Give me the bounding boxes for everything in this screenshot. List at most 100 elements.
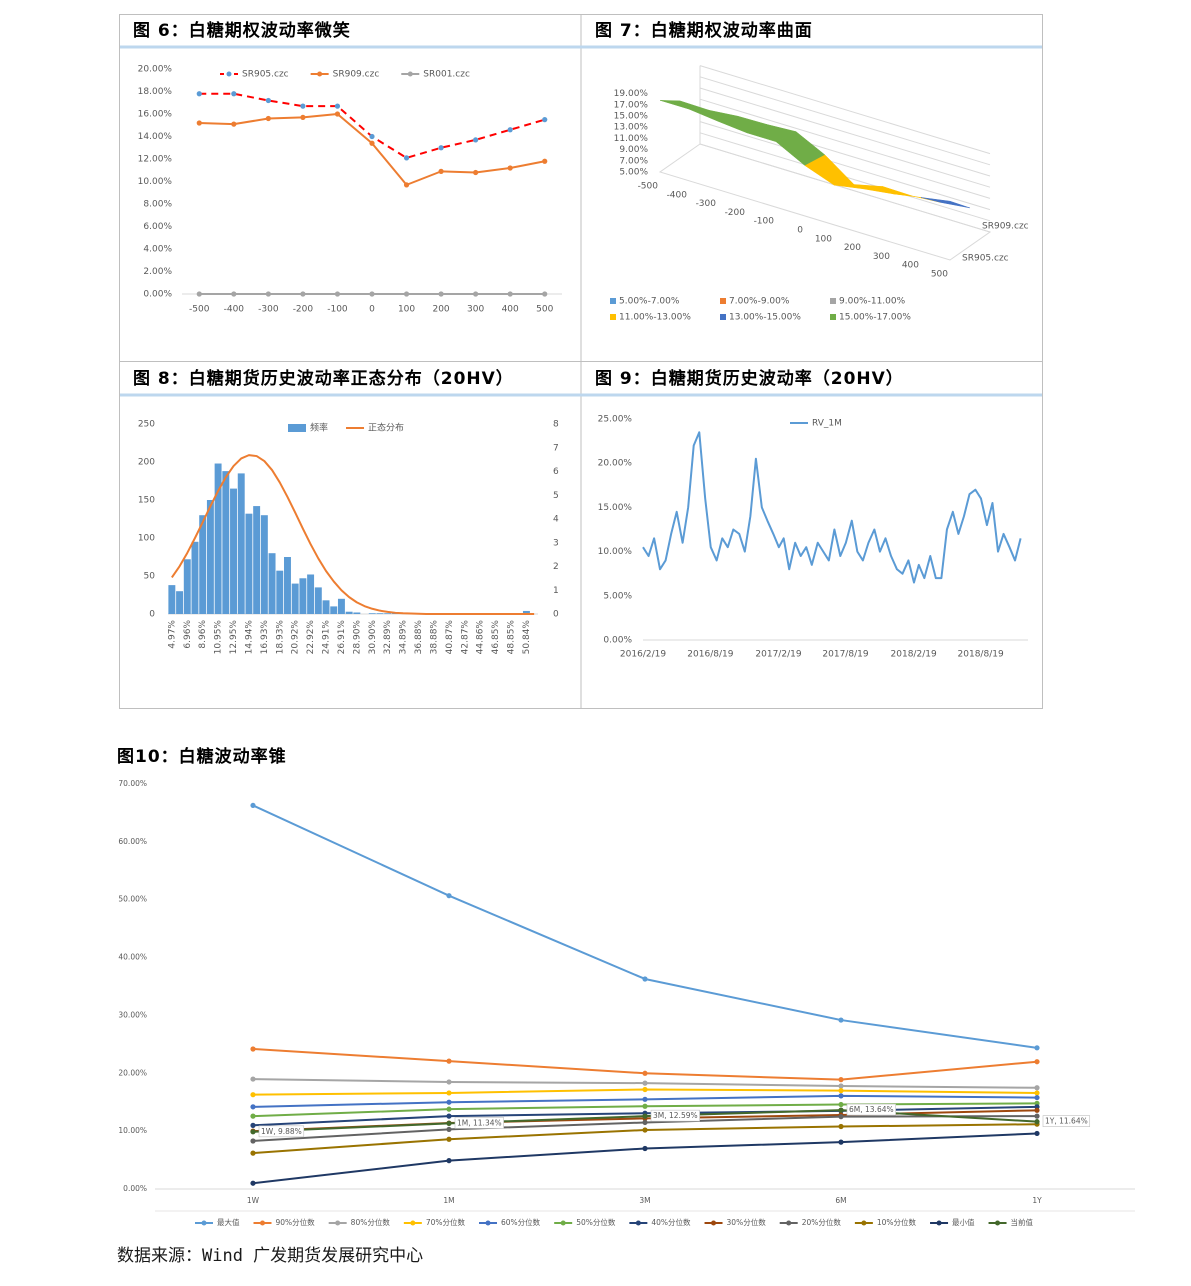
x-tick-label: 400 xyxy=(902,261,919,271)
marker xyxy=(446,1099,452,1105)
bar xyxy=(253,506,261,614)
legend-label: 20%分位数 xyxy=(802,1217,842,1227)
y-tick-label: 150 xyxy=(138,496,155,506)
marker xyxy=(300,114,306,120)
z-tick-label: 5.00% xyxy=(619,168,648,178)
x-tick-label: 100 xyxy=(815,234,832,244)
bar xyxy=(307,574,315,614)
z-tick-label: 11.00% xyxy=(614,134,649,144)
surface-patch xyxy=(862,186,913,197)
legend-label: 正态分布 xyxy=(368,422,404,434)
marker xyxy=(196,91,202,97)
y2-tick-label: 1 xyxy=(553,586,559,596)
marker xyxy=(446,1120,452,1126)
legend-marker xyxy=(407,71,413,77)
y-tick-label: 18.00% xyxy=(138,87,173,97)
marker xyxy=(507,165,513,171)
bar xyxy=(522,610,530,614)
x-tick-label: -400 xyxy=(667,190,688,200)
series-line xyxy=(171,454,535,615)
y-tick-label: 200 xyxy=(138,458,155,468)
data-label: 6M, 13.64% xyxy=(849,1105,894,1114)
x-tick-label: 2018/2/19 xyxy=(891,650,937,660)
legend-label: 40%分位数 xyxy=(651,1217,691,1227)
x-tick-label: 22.92% xyxy=(306,620,316,655)
marker xyxy=(507,291,513,297)
y-tick-label: 12.00% xyxy=(138,155,173,165)
x-tick-label: 1W xyxy=(247,1196,260,1205)
x-tick-label: 100 xyxy=(398,305,415,315)
z-tick-label: 17.00% xyxy=(614,100,649,110)
marker xyxy=(642,976,648,982)
surface-patch xyxy=(920,197,971,209)
bar xyxy=(199,515,207,614)
marker xyxy=(642,1113,648,1119)
legend-marker xyxy=(635,1220,641,1226)
x-tick-label: -300 xyxy=(696,199,717,209)
surface-patch xyxy=(659,100,710,111)
y-tick-label: 10.00% xyxy=(118,1126,147,1135)
marker xyxy=(838,1088,844,1094)
series-line xyxy=(199,113,545,186)
x-tick-label: 2018/8/19 xyxy=(958,650,1004,660)
series-line xyxy=(252,804,1038,1049)
y-tick-label: 250 xyxy=(138,420,155,430)
marker xyxy=(250,802,256,809)
bar xyxy=(183,559,191,614)
legend-marker xyxy=(317,71,323,77)
legend-marker xyxy=(936,1220,942,1226)
marker xyxy=(300,291,306,297)
marker xyxy=(250,1138,256,1144)
marker xyxy=(250,1122,256,1128)
marker xyxy=(265,97,271,104)
marker xyxy=(642,1145,648,1152)
y2-tick-label: 7 xyxy=(553,443,559,453)
legend-swatch xyxy=(830,314,836,320)
marker xyxy=(642,1103,648,1109)
x-tick-label: 500 xyxy=(536,305,553,315)
marker xyxy=(334,103,341,109)
x-tick-label: 48.85% xyxy=(507,620,517,655)
marker xyxy=(250,1076,256,1082)
legend-label: 11.00%-13.00% xyxy=(619,313,691,323)
legend-label: 7.00%-9.00% xyxy=(729,297,790,307)
bar xyxy=(330,606,338,614)
marker xyxy=(446,1090,452,1096)
legend-label: 13.00%-15.00% xyxy=(729,313,801,323)
marker xyxy=(838,1114,844,1120)
legend-marker xyxy=(201,1220,207,1226)
marker xyxy=(838,1107,844,1113)
x-tick-label: 6.96% xyxy=(183,620,193,649)
x-tick-label: 4.97% xyxy=(167,620,177,649)
marker xyxy=(1034,1130,1040,1137)
legend-label: SR001.czc xyxy=(423,70,470,80)
bar xyxy=(284,557,291,614)
bar xyxy=(299,578,307,614)
legend-label: 30%分位数 xyxy=(727,1217,767,1227)
y-tick-label: 20.00% xyxy=(598,459,633,469)
legend-swatch xyxy=(720,298,726,304)
y-tick-label: 0 xyxy=(149,610,155,620)
marker xyxy=(231,291,237,297)
bar xyxy=(268,553,276,614)
x-tick-label: 6M xyxy=(835,1196,846,1205)
y-tick-label: 8.00% xyxy=(143,200,172,210)
y2-tick-label: 6 xyxy=(553,467,559,477)
marker xyxy=(446,1079,452,1085)
series-axis-label: SR905.czc xyxy=(962,254,1009,264)
marker xyxy=(250,1180,256,1186)
x-tick-label: 46.85% xyxy=(491,620,501,655)
y-tick-label: 16.00% xyxy=(138,110,173,120)
y-tick-label: 100 xyxy=(138,534,155,544)
x-tick-label: 38.88% xyxy=(429,620,439,655)
marker xyxy=(250,1113,256,1119)
bar xyxy=(168,585,176,614)
y-tick-label: 0.00% xyxy=(143,290,172,300)
x-tick-label: -500 xyxy=(189,305,210,315)
marker xyxy=(642,1080,648,1086)
grid-line xyxy=(699,121,991,211)
marker xyxy=(1034,1107,1040,1113)
legend-label: 50%分位数 xyxy=(576,1217,616,1227)
y-tick-label: 15.00% xyxy=(598,503,633,513)
